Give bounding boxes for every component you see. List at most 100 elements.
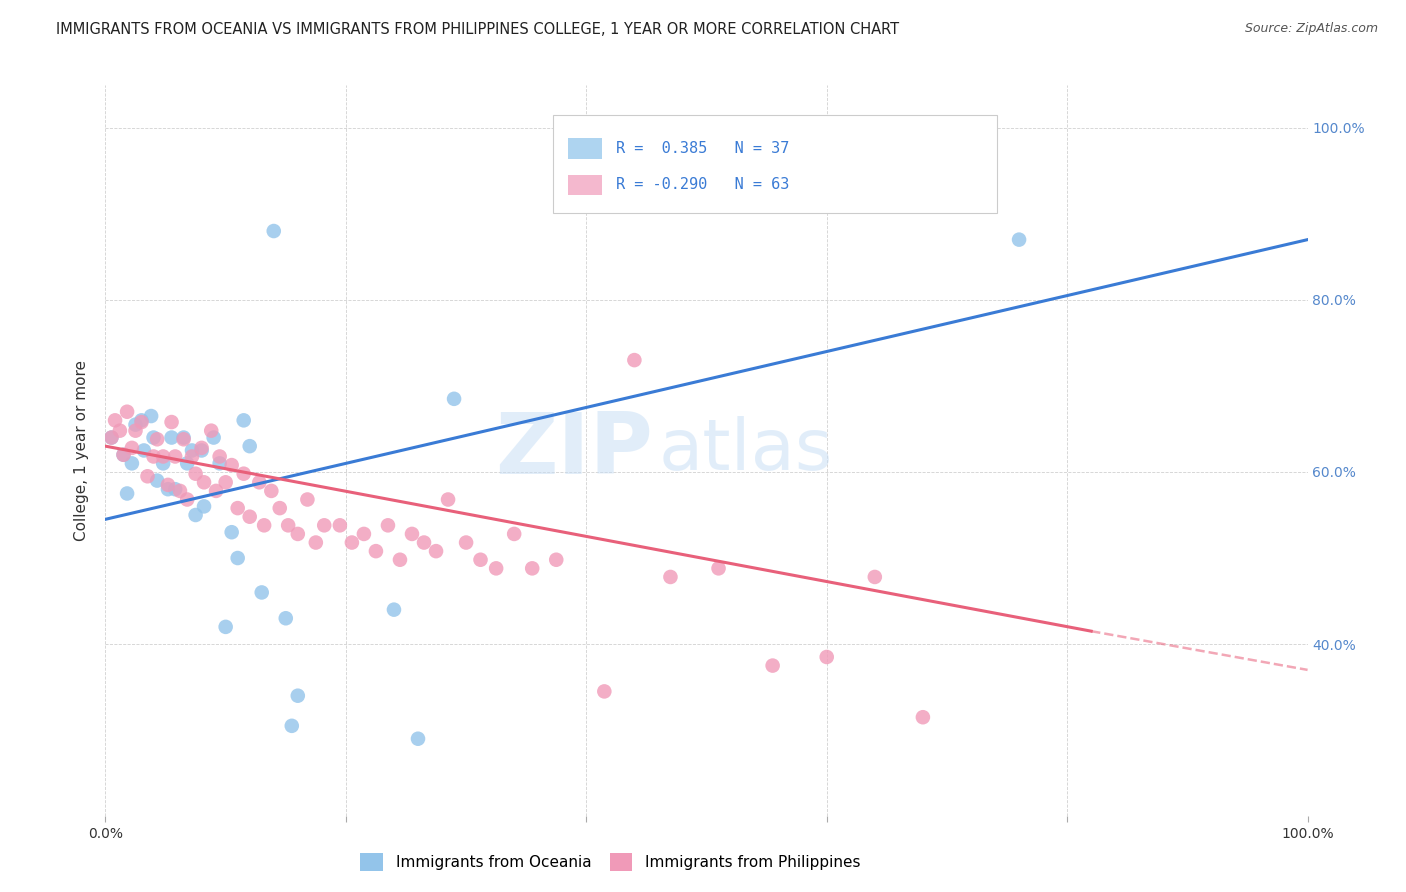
Point: [193, 500, 215, 514]
Bar: [568, 175, 602, 195]
Point: [104, 413, 127, 427]
Text: R =  0.385   N = 37: R = 0.385 N = 37: [616, 141, 790, 156]
Point: [839, 194, 862, 208]
Point: [762, 658, 785, 673]
Text: ZIP: ZIP: [495, 409, 652, 492]
Point: [305, 535, 328, 549]
Point: [1008, 233, 1031, 247]
Point: [100, 431, 122, 445]
Point: [593, 684, 616, 698]
Point: [388, 553, 411, 567]
Point: [100, 431, 122, 445]
Point: [124, 424, 146, 438]
Point: [353, 527, 375, 541]
Point: [173, 431, 195, 445]
Point: [329, 518, 352, 533]
Point: [546, 553, 568, 567]
Text: R = -0.290   N = 63: R = -0.290 N = 63: [616, 178, 790, 193]
Point: [190, 441, 212, 455]
Point: [454, 535, 477, 549]
Point: [470, 553, 492, 567]
Point: [190, 443, 212, 458]
Point: [115, 405, 138, 419]
Point: [253, 518, 276, 533]
Point: [165, 450, 187, 464]
Point: [239, 439, 262, 453]
Point: [121, 456, 143, 470]
Text: Source: ZipAtlas.com: Source: ZipAtlas.com: [1244, 22, 1378, 36]
Point: [314, 518, 336, 533]
Point: [232, 413, 254, 427]
Point: [250, 585, 273, 599]
Y-axis label: College, 1 year or more: College, 1 year or more: [75, 360, 90, 541]
Point: [200, 424, 222, 438]
Point: [205, 483, 228, 498]
Bar: [568, 138, 602, 159]
Point: [863, 570, 886, 584]
Point: [181, 443, 204, 458]
Point: [160, 415, 183, 429]
Point: [221, 525, 243, 540]
Point: [214, 620, 236, 634]
Point: [522, 561, 544, 575]
Point: [146, 474, 169, 488]
Point: [226, 551, 249, 566]
Point: [152, 450, 174, 464]
Point: [340, 535, 363, 549]
Point: [115, 486, 138, 500]
Point: [413, 535, 436, 549]
Point: [169, 483, 191, 498]
Point: [815, 650, 838, 665]
Point: [160, 431, 183, 445]
Point: [156, 478, 179, 492]
Point: [260, 483, 283, 498]
Point: [911, 710, 934, 724]
Point: [485, 561, 508, 575]
Point: [623, 353, 645, 368]
Point: [263, 224, 285, 238]
Text: IMMIGRANTS FROM OCEANIA VS IMMIGRANTS FROM PHILIPPINES COLLEGE, 1 YEAR OR MORE C: IMMIGRANTS FROM OCEANIA VS IMMIGRANTS FR…: [56, 22, 900, 37]
Text: atlas: atlas: [658, 416, 832, 485]
Point: [146, 432, 169, 446]
Point: [443, 392, 465, 406]
FancyBboxPatch shape: [553, 115, 997, 213]
Point: [139, 409, 162, 423]
Point: [707, 561, 730, 575]
Point: [406, 731, 429, 746]
Point: [156, 482, 179, 496]
Point: [173, 432, 195, 446]
Point: [287, 527, 309, 541]
Point: [142, 431, 165, 445]
Point: [503, 527, 526, 541]
Point: [226, 501, 249, 516]
Point: [382, 602, 405, 616]
Legend: Immigrants from Oceania, Immigrants from Philippines: Immigrants from Oceania, Immigrants from…: [360, 853, 860, 871]
Point: [131, 413, 153, 427]
Point: [184, 508, 207, 522]
Point: [124, 417, 146, 432]
Point: [232, 467, 254, 481]
Point: [437, 492, 460, 507]
Point: [176, 492, 198, 507]
Point: [297, 492, 319, 507]
Point: [152, 456, 174, 470]
Point: [165, 482, 187, 496]
Point: [401, 527, 423, 541]
Point: [247, 475, 270, 490]
Point: [281, 719, 304, 733]
Point: [131, 415, 153, 429]
Point: [277, 518, 299, 533]
Point: [112, 448, 135, 462]
Point: [221, 458, 243, 472]
Point: [208, 456, 231, 470]
Point: [112, 448, 135, 462]
Point: [214, 475, 236, 490]
Point: [181, 450, 204, 464]
Point: [142, 450, 165, 464]
Point: [377, 518, 399, 533]
Point: [121, 441, 143, 455]
Point: [184, 467, 207, 481]
Point: [274, 611, 297, 625]
Point: [193, 475, 215, 490]
Point: [132, 443, 155, 458]
